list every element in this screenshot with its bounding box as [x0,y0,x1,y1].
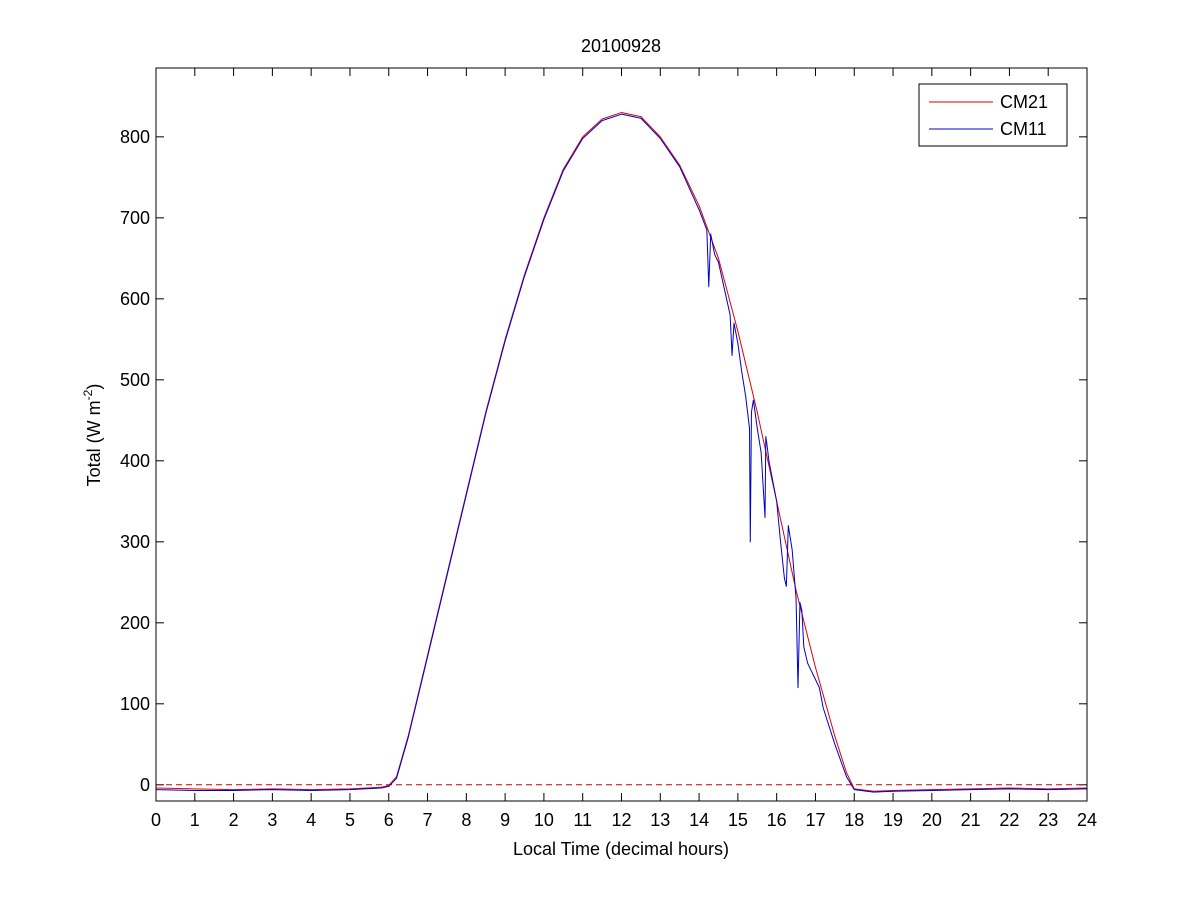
x-axis-label: Local Time (decimal hours) [513,839,729,859]
series-layer [155,112,1088,793]
x-tick-label: 17 [805,810,825,830]
y-tick-label: 300 [120,532,150,552]
y-tick-label: 700 [120,208,150,228]
x-tick-label: 3 [267,810,277,830]
x-tick-label: 0 [151,810,161,830]
x-tick-label: 20 [922,810,942,830]
x-tick-label: 5 [345,810,355,830]
x-tick-label: 14 [689,810,709,830]
x-axis-ticks: 0 1 2 3 4 5 6 7 8 9 10 11 12 13 14 15 16 17 18 19 20 21 22 23 24 [151,68,1097,830]
x-tick-label: 16 [767,810,787,830]
y-tick-label: 800 [120,127,150,147]
y-tick-label: 200 [120,613,150,633]
plot-frame [155,67,1088,802]
x-tick-label: 13 [650,810,670,830]
y-tick-label: 600 [120,289,150,309]
x-tick-label: 8 [461,810,471,830]
y-tick-label: 500 [120,370,150,390]
series-line-cm21 [155,112,1088,792]
chart-title: 20100928 [581,36,661,56]
x-tick-label: 24 [1077,810,1097,830]
y-axis-label-main: Total (W m [84,400,104,486]
y-axis-label: Total (W m-2) [81,384,104,487]
x-tick-label: 15 [728,810,748,830]
x-tick-label: 7 [423,810,433,830]
legend-box [918,83,1068,147]
y-axis-label-superscript: -2 [81,389,95,400]
y-tick-label: 400 [120,451,150,471]
x-tick-label: 12 [611,810,631,830]
x-tick-label: 10 [534,810,554,830]
plot-area [156,68,1087,801]
x-tick-label: 19 [883,810,903,830]
x-tick-label: 4 [306,810,316,830]
legend-label-cm21: CM21 [1000,92,1048,112]
legend: CM21 CM11 [918,83,1068,147]
y-tick-label: 0 [140,775,150,795]
x-tick-label: 22 [999,810,1019,830]
x-tick-label: 1 [190,810,200,830]
series-line-cm11 [155,113,1088,793]
x-tick-label: 21 [961,810,981,830]
x-tick-label: 11 [573,810,592,830]
x-tick-label: 2 [229,810,239,830]
y-tick-label: 100 [120,694,150,714]
y-axis-ticks: 0 100 200 300 400 500 600 700 800 [120,127,1087,795]
legend-label-cm11: CM11 [1000,119,1047,139]
x-tick-label: 9 [500,810,510,830]
x-tick-label: 23 [1038,810,1058,830]
x-tick-label: 6 [384,810,394,830]
x-tick-label: 18 [844,810,864,830]
y-axis-label-close: ) [84,384,104,390]
